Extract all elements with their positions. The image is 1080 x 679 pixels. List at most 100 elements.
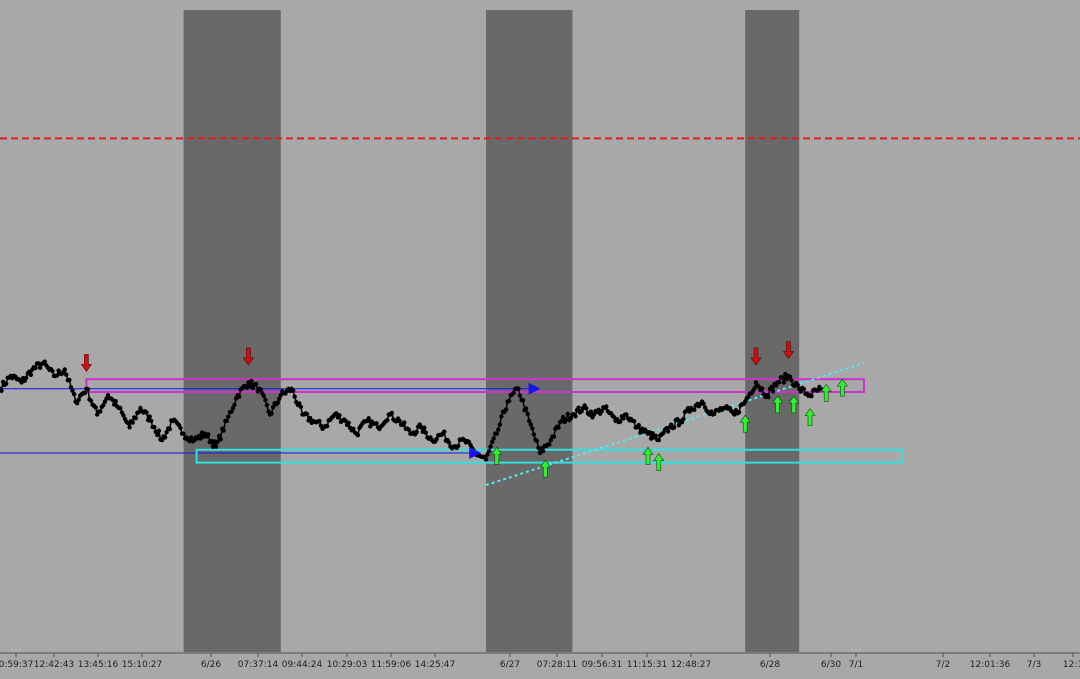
price-point (490, 439, 495, 444)
price-point (488, 444, 493, 449)
x-tick-label: 6/30 (821, 660, 841, 670)
price-point (692, 407, 697, 412)
session-bands (183, 10, 800, 652)
price-point (789, 378, 794, 383)
price-point (565, 411, 570, 417)
x-tick-label: 10:29:03 (327, 660, 367, 670)
buy-arrow-2 (642, 446, 654, 465)
price-point (588, 409, 594, 414)
price-point (351, 426, 356, 431)
price-point (164, 430, 169, 435)
price-point (776, 380, 782, 385)
price-point (456, 443, 461, 449)
x-tick-label: 11:59:06 (371, 660, 412, 670)
price-point (85, 387, 91, 392)
price-point (24, 375, 29, 380)
price-point (68, 385, 74, 390)
price-point (93, 405, 98, 410)
x-tick-label: 12:01:36 (970, 660, 1011, 670)
price-point (701, 401, 706, 406)
price-point (127, 425, 132, 430)
buy-arrow-6 (788, 395, 800, 414)
price-point (650, 431, 655, 436)
buy-arrow-9 (836, 378, 848, 397)
buy-arrow-7 (804, 408, 816, 427)
price-point (656, 437, 661, 443)
price-point (264, 402, 270, 408)
x-tick-label: 6/27 (500, 660, 520, 670)
price-point (548, 437, 553, 443)
price-point (278, 393, 283, 398)
price-point (162, 435, 168, 440)
price-point (551, 434, 557, 439)
price-point (64, 372, 69, 377)
x-tick-label: 07:37:14 (238, 660, 279, 670)
resistance-zone (85, 378, 865, 393)
price-point (511, 390, 516, 395)
price-point (98, 409, 103, 414)
price-point (506, 398, 512, 404)
price-point (769, 384, 774, 390)
price-point (178, 425, 183, 431)
price-point (144, 410, 149, 415)
price-point (584, 406, 589, 411)
price-point (568, 416, 574, 421)
price-point (534, 438, 540, 444)
price-point (236, 394, 242, 399)
price-point (155, 432, 160, 438)
x-tick-label: 0:59:37 (0, 660, 33, 670)
price-point (604, 404, 609, 409)
price-point (525, 411, 530, 417)
price-point (497, 422, 503, 427)
price-point (760, 386, 765, 391)
x-tick-label: 11:15:31 (627, 660, 667, 670)
price-point (483, 457, 489, 462)
price-point (540, 448, 546, 454)
price-point (496, 427, 501, 432)
price-point (752, 386, 757, 391)
price-point (517, 393, 523, 398)
support-zone (195, 448, 903, 464)
sell-arrow-3 (782, 341, 794, 360)
price-point (152, 424, 157, 430)
price-point (389, 410, 395, 416)
price-point (809, 394, 814, 399)
price-point (337, 413, 342, 418)
price-point (346, 420, 351, 425)
buy-arrow-3 (653, 453, 665, 471)
price-point (527, 418, 532, 424)
buy-arrow-8 (820, 383, 832, 402)
price-point (118, 405, 123, 411)
breakout-marker-1 (528, 382, 541, 395)
x-tick-label: 12:42:43 (34, 660, 74, 670)
price-point (218, 437, 223, 442)
price-point (261, 393, 266, 399)
price-point (712, 411, 717, 416)
price-point (618, 419, 623, 424)
price-point (746, 394, 751, 400)
price-point (665, 429, 671, 434)
price-point (446, 440, 452, 445)
price-point (76, 397, 81, 402)
price-point (88, 398, 94, 403)
sell-arrow-2 (750, 347, 762, 366)
price-point (224, 418, 229, 424)
price-point (277, 396, 282, 401)
price-point (681, 416, 686, 422)
price-point (42, 359, 47, 364)
price-point (50, 368, 55, 374)
price-series (0, 359, 823, 462)
price-point (249, 378, 254, 384)
price-point (290, 388, 296, 393)
buy-arrow-4 (739, 414, 751, 433)
price-point (232, 402, 237, 407)
x-axis: 0:59:37 12:42:43 13:45:16 15:10:27 6/26 07:37… (0, 652, 1080, 670)
session-band-1 (486, 10, 573, 652)
price-point (422, 425, 427, 430)
price-point (442, 429, 447, 434)
price-point (494, 431, 499, 436)
price-point (121, 413, 126, 418)
price-point (679, 420, 685, 425)
price-point (298, 404, 304, 410)
